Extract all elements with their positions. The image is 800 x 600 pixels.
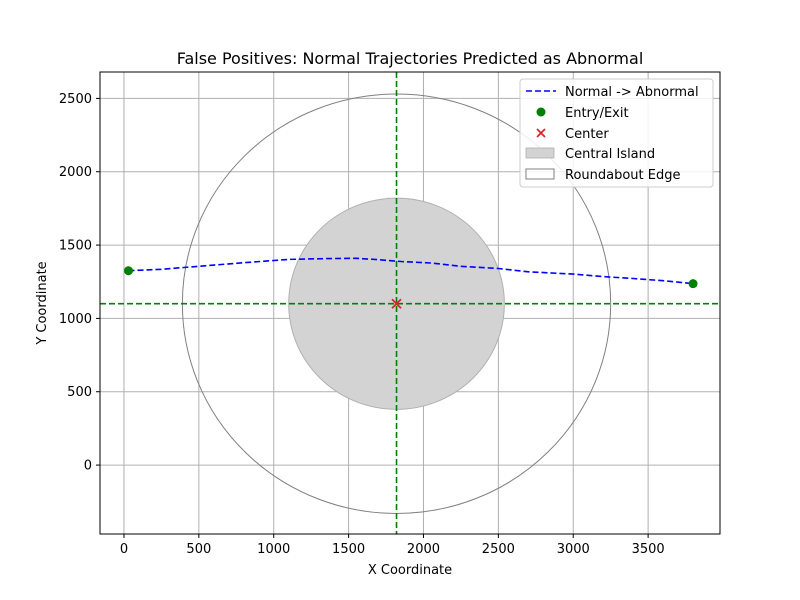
x-tick-label: 2500 xyxy=(482,542,515,557)
trajectory-line xyxy=(128,257,694,285)
x-axis-ticks: 0 500 1000 1500 2000 2500 3000 3500 xyxy=(120,534,665,557)
x-axis-label: X Coordinate xyxy=(368,563,452,578)
y-axis-label: Y Coordinate xyxy=(35,261,50,345)
legend-label: Central Island xyxy=(565,147,655,162)
chart-title: False Positives: Normal Trajectories Pre… xyxy=(177,49,644,68)
y-tick-label: 2000 xyxy=(59,165,92,180)
legend-island-swatch xyxy=(525,147,555,159)
y-tick-label: 0 xyxy=(84,459,92,474)
x-tick-label: 3500 xyxy=(632,542,665,557)
plot-frame xyxy=(99,71,721,535)
y-tick-label: 1500 xyxy=(59,239,92,254)
legend-dot-swatch xyxy=(536,107,546,117)
x-tick-label: 1500 xyxy=(332,542,365,557)
legend-label: Entry/Exit xyxy=(565,106,629,121)
y-tick-label: 500 xyxy=(67,385,92,400)
x-tick-label: 1000 xyxy=(257,542,290,557)
legend-box xyxy=(519,78,714,188)
legend-label: Roundabout Edge xyxy=(565,168,681,183)
legend-label: Center xyxy=(565,127,609,142)
legend-x-swatch xyxy=(536,128,546,138)
y-tick-label: 2500 xyxy=(59,92,92,107)
legend-label: Normal -> Abnormal xyxy=(565,85,699,100)
x-tick-label: 500 xyxy=(186,542,211,557)
x-tick-label: 2000 xyxy=(407,542,440,557)
y-tick-label: 1000 xyxy=(59,312,92,327)
entry-exit-point xyxy=(688,279,698,289)
center-marker xyxy=(391,298,402,309)
entry-exit-points xyxy=(123,266,698,289)
legend-edge-swatch xyxy=(525,168,555,180)
center-marker-stroke xyxy=(391,298,402,309)
legend: Normal -> Abnormal Entry/Exit Center Cen… xyxy=(519,78,714,188)
x-tick-label: 3000 xyxy=(557,542,590,557)
plot-area xyxy=(100,72,720,534)
y-axis-ticks: 0 500 1000 1500 2000 2500 xyxy=(59,92,100,474)
x-tick-label: 0 xyxy=(120,542,128,557)
entry-exit-point xyxy=(123,266,133,276)
